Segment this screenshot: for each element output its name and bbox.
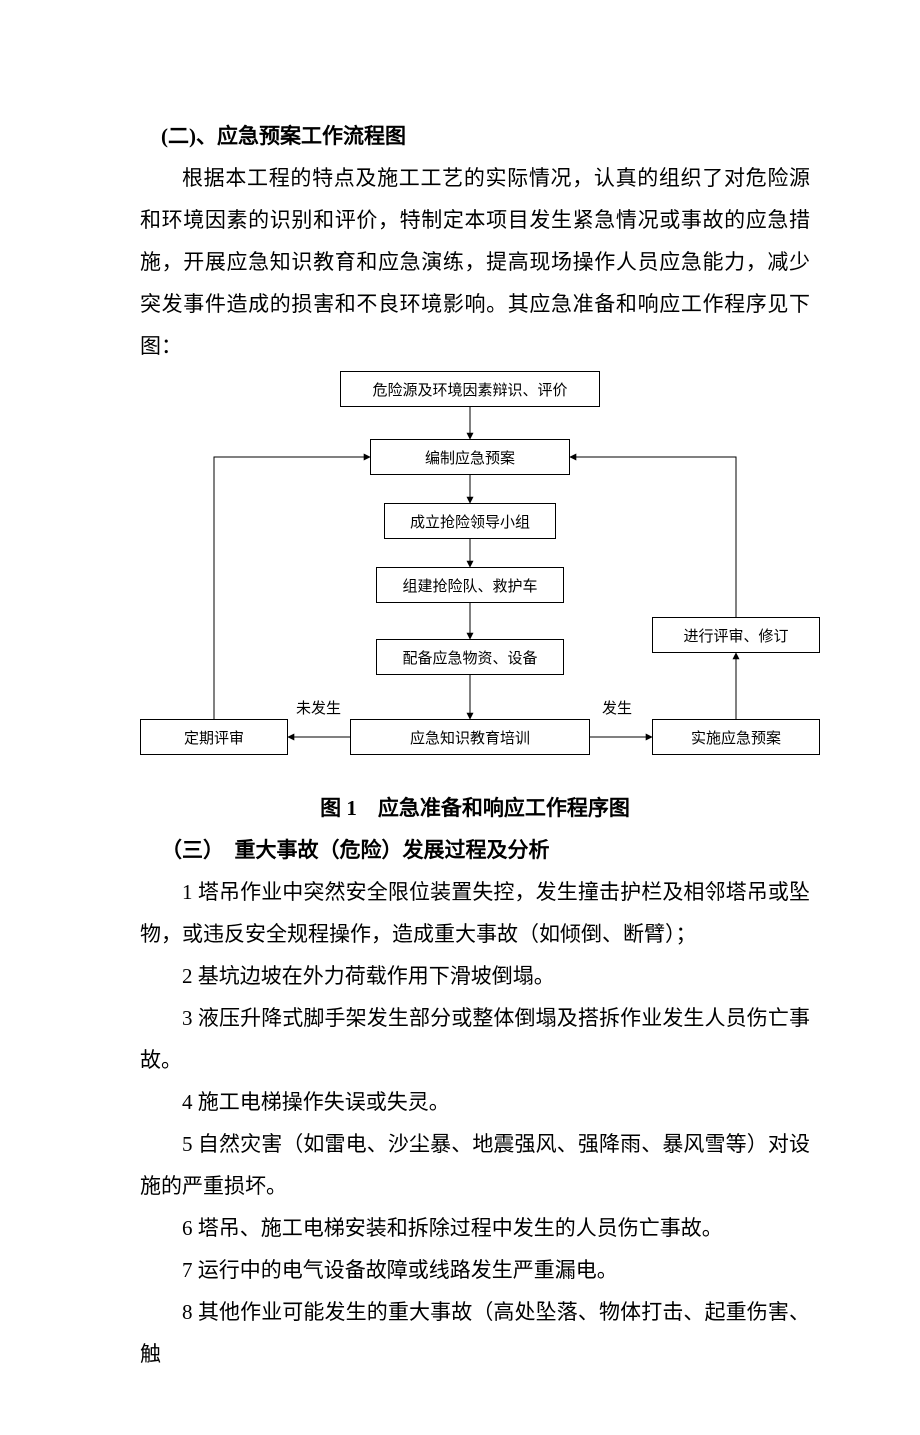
flow-node-n4: 组建抢险队、救护车 (376, 567, 564, 603)
section-3-item-7: 7 运行中的电气设备故障或线路发生严重漏电。 (140, 1249, 810, 1291)
flow-node-n3: 成立抢险领导小组 (384, 503, 556, 539)
section-3-item-1: 1 塔吊作业中突然安全限位装置失控，发生撞击护栏及相邻塔吊或坠物，或违反安全规程… (140, 871, 810, 955)
section-2-heading: (二)、应急预案工作流程图 (140, 115, 810, 157)
flow-edge-e10 (214, 457, 370, 719)
section-3-item-2: 2 基坑边坡在外力荷载作用下滑坡倒塌。 (140, 955, 810, 997)
figure-caption: 图 1 应急准备和响应工作程序图 (140, 787, 810, 829)
flow-edge-label-e6: 未发生 (296, 697, 341, 718)
flow-node-n8: 实施应急预案 (652, 719, 820, 755)
section-3-item-4: 4 施工电梯操作失误或失灵。 (140, 1081, 810, 1123)
flow-edge-e9 (570, 457, 736, 617)
flow-node-n1: 危险源及环境因素辩识、评价 (340, 371, 600, 407)
section-3-item-6: 6 塔吊、施工电梯安装和拆除过程中发生的人员伤亡事故。 (140, 1207, 810, 1249)
document-page: (二)、应急预案工作流程图 根据本工程的特点及施工工艺的实际情况，认真的组织了对… (0, 0, 920, 1435)
section-2-paragraph: 根据本工程的特点及施工工艺的实际情况，认真的组织了对危险源和环境因素的识别和评价… (140, 157, 810, 367)
flow-node-n9: 进行评审、修订 (652, 617, 820, 653)
flow-node-n2: 编制应急预案 (370, 439, 570, 475)
flowchart-figure: 危险源及环境因素辩识、评价编制应急预案成立抢险领导小组组建抢险队、救护车配备应急… (140, 371, 820, 781)
flow-node-n7: 定期评审 (140, 719, 288, 755)
flow-node-n6: 应急知识教育培训 (350, 719, 590, 755)
flow-node-n5: 配备应急物资、设备 (376, 639, 564, 675)
section-3-item-5: 5 自然灾害（如雷电、沙尘暴、地震强风、强降雨、暴风雪等）对设施的严重损坏。 (140, 1123, 810, 1207)
section-3-item-8: 8 其他作业可能发生的重大事故（高处坠落、物体打击、起重伤害、触 (140, 1291, 810, 1375)
section-3-item-3: 3 液压升降式脚手架发生部分或整体倒塌及搭拆作业发生人员伤亡事故。 (140, 997, 810, 1081)
flow-edge-label-e7: 发生 (602, 697, 632, 718)
section-3-heading: （三） 重大事故（危险）发展过程及分析 (140, 829, 810, 871)
